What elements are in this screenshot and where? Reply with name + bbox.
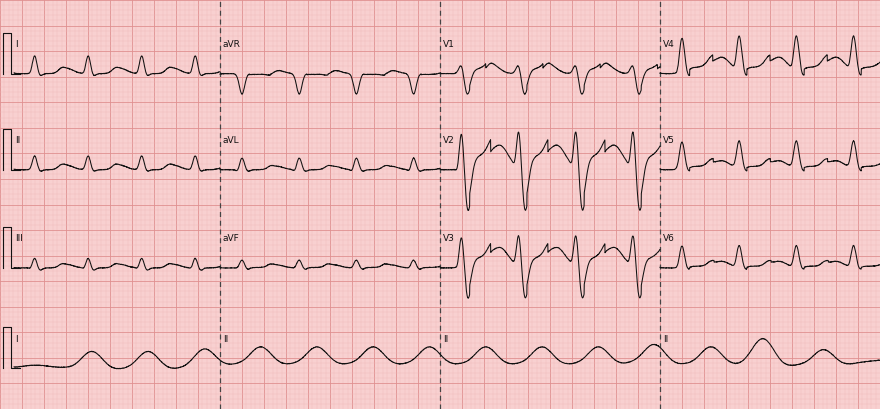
Text: I: I [15,40,18,49]
Text: V3: V3 [443,234,454,243]
Text: V1: V1 [443,40,454,49]
Text: II: II [663,335,668,344]
Text: II: II [223,335,228,344]
Text: aVR: aVR [223,40,240,49]
Text: aVL: aVL [223,136,239,145]
Text: V2: V2 [443,136,454,145]
Text: II: II [443,335,448,344]
Text: I: I [15,335,18,344]
Text: II: II [15,136,20,145]
Text: III: III [15,234,23,243]
Text: V6: V6 [663,234,674,243]
Text: aVF: aVF [223,234,239,243]
Text: V4: V4 [663,40,674,49]
Text: V5: V5 [663,136,674,145]
